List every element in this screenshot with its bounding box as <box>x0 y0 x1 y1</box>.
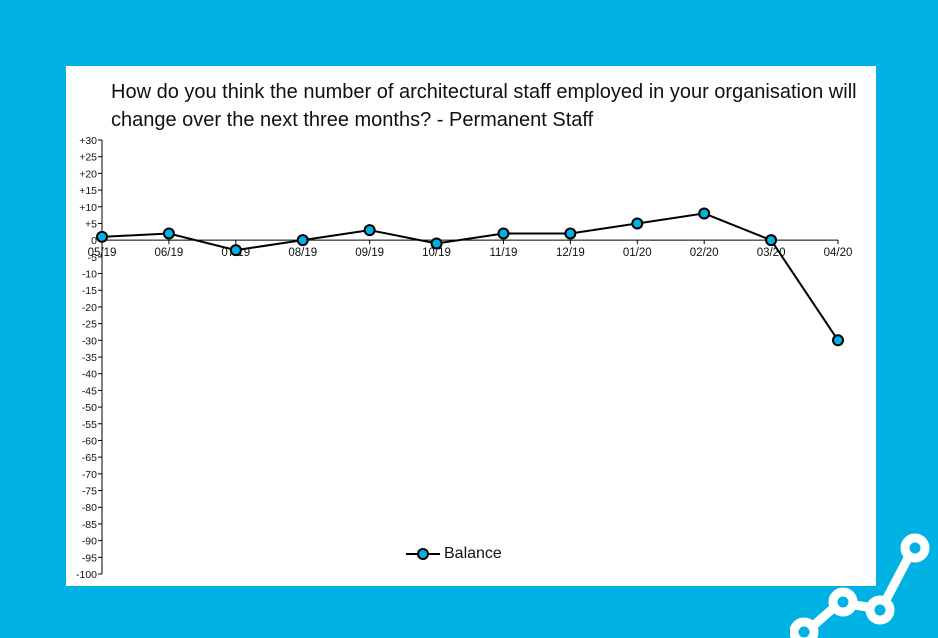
y-tick-label: -25 <box>82 319 97 331</box>
y-tick-label: -15 <box>82 285 97 297</box>
data-point <box>698 207 711 220</box>
data-point <box>96 230 108 243</box>
x-tick-label: 09/19 <box>355 247 384 259</box>
x-tick-label: 01/20 <box>623 247 652 259</box>
data-point <box>765 234 778 247</box>
data-point <box>631 217 644 230</box>
y-tick-label: -60 <box>82 435 97 447</box>
y-tick-label: -85 <box>82 519 97 531</box>
x-tick-label: 05/19 <box>88 247 117 259</box>
series-balance <box>96 207 844 347</box>
y-tick-label: -5 <box>88 252 97 264</box>
y-tick-label: -45 <box>82 385 97 397</box>
legend-label: Balance <box>444 545 502 562</box>
data-point <box>162 227 175 240</box>
y-tick-label: -65 <box>82 452 97 464</box>
y-tick-label: -90 <box>82 536 97 548</box>
y-tick-label: -75 <box>82 486 97 498</box>
x-tick-label: 11/19 <box>489 247 517 259</box>
x-tick-label: 03/20 <box>757 247 786 259</box>
y-tick-label: -55 <box>82 419 97 431</box>
y-tick-label: -70 <box>82 469 97 481</box>
chart-title: How do you think the number of architect… <box>111 81 857 131</box>
x-axis: 05/1906/1907/1908/1909/1910/1911/1912/19… <box>88 239 853 259</box>
y-tick-label: +20 <box>79 168 97 180</box>
x-tick-label: 12/19 <box>556 247 585 259</box>
y-tick-label: +5 <box>85 218 97 230</box>
y-tick-label: +30 <box>79 135 97 147</box>
y-tick-label: -10 <box>82 269 97 281</box>
data-point <box>497 227 510 240</box>
x-tick-label: 08/19 <box>288 247 317 259</box>
y-tick-label: -30 <box>82 335 97 347</box>
data-point <box>363 224 376 237</box>
y-tick-label: -35 <box>82 352 97 364</box>
y-tick-label: +10 <box>79 202 97 214</box>
y-tick-label: 0 <box>91 235 97 247</box>
chart-card: How do you think the number of architect… <box>66 66 876 586</box>
y-tick-label: -100 <box>76 569 97 581</box>
data-point <box>832 334 844 347</box>
y-tick-label: +15 <box>79 185 97 197</box>
legend: Balance <box>406 543 502 565</box>
data-point <box>229 244 242 257</box>
x-tick-label: 06/19 <box>155 247 184 259</box>
y-tick-label: +25 <box>79 152 97 164</box>
series-line <box>101 212 839 341</box>
data-point <box>296 234 309 247</box>
y-tick-label: -40 <box>82 369 97 381</box>
x-tick-label: 04/20 <box>824 247 853 259</box>
x-tick-label: 02/20 <box>690 247 719 259</box>
data-point <box>430 237 443 250</box>
y-tick-label: -20 <box>82 302 97 314</box>
y-tick-label: -50 <box>82 402 97 414</box>
growth-chart-icon <box>790 533 930 638</box>
y-tick-label: -80 <box>82 502 97 514</box>
y-axis: +30 +25 +20 +15 +10 +5 0 -5 -10 -15 -20 -25 -30 -35 -4… <box>76 135 103 581</box>
x-tick-label: 10/19 <box>422 247 451 259</box>
y-tick-label: -95 <box>82 552 97 564</box>
data-point <box>564 227 577 240</box>
line-chart: +30 +25 +20 +15 +10 +5 0 -5 -10 -15 -20 -25 -30 -35 -4… <box>76 135 853 581</box>
legend-marker-icon <box>406 548 440 560</box>
